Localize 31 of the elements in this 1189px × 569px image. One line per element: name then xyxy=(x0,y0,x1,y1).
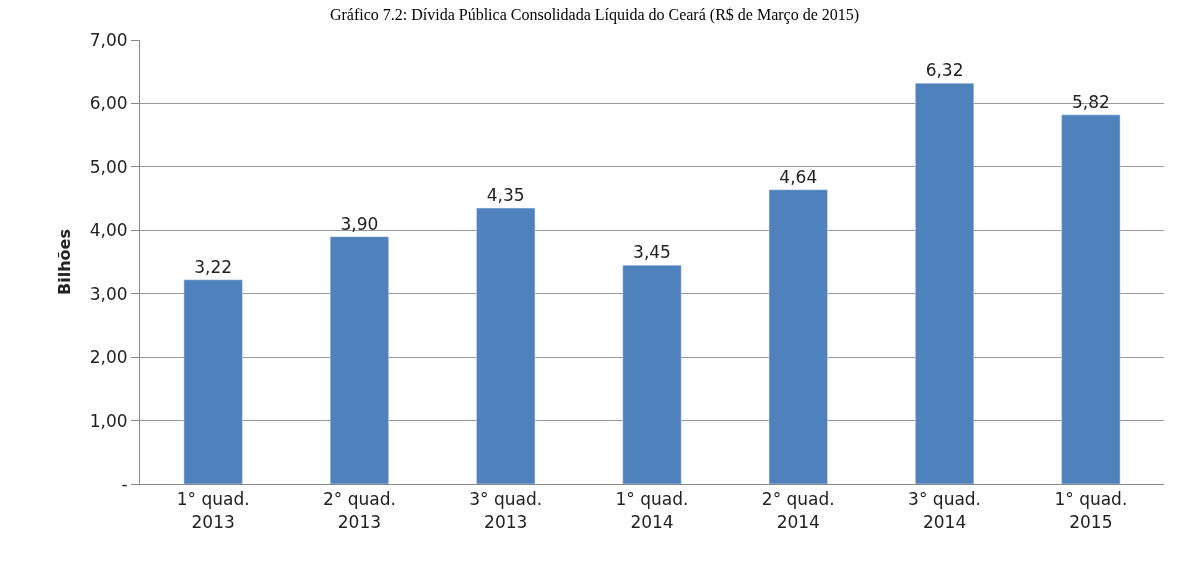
y-tick-label: 4,00 xyxy=(89,220,128,241)
bar xyxy=(768,189,828,484)
y-axis-title: Bilhões xyxy=(54,229,74,295)
data-label: 3,45 xyxy=(633,242,671,263)
bar xyxy=(329,236,389,484)
x-tick-label: 1° quad. 2014 xyxy=(615,489,689,532)
x-tick-label: 2° quad. 2013 xyxy=(322,489,396,532)
data-label: 5,82 xyxy=(1071,91,1110,112)
y-tick-label: 7,00 xyxy=(89,29,128,50)
data-label: 3,22 xyxy=(194,256,233,277)
y-tick-label: - xyxy=(121,473,128,494)
x-tick-label: 3° quad. 2014 xyxy=(908,489,982,532)
y-tick-label: 2,00 xyxy=(89,347,128,368)
y-tick-label: 1,00 xyxy=(89,410,128,431)
bar xyxy=(1061,114,1121,484)
data-label: 4,64 xyxy=(779,166,818,187)
y-tick-label: 3,00 xyxy=(89,283,128,304)
bar xyxy=(915,82,975,484)
data-label: 4,35 xyxy=(486,185,525,206)
bar xyxy=(183,279,243,484)
y-tick-label: 6,00 xyxy=(89,93,128,114)
x-tick-label: 2° quad. 2014 xyxy=(761,489,835,532)
x-tick-label: 3° quad. 2013 xyxy=(469,489,543,532)
y-tick-label: 5,00 xyxy=(89,156,128,177)
x-tick-label: 1° quad. 2013 xyxy=(176,489,250,532)
bar xyxy=(622,264,682,484)
x-tick-label: 1° quad. 2015 xyxy=(1054,489,1128,532)
data-label: 3,90 xyxy=(340,213,379,234)
data-label: 6,32 xyxy=(925,60,964,81)
bar xyxy=(476,207,536,484)
chart-title: Gráfico 7.2: Dívida Pública Consolidada Líquida do Ceará (R$ de Março de 2015) xyxy=(329,5,860,24)
